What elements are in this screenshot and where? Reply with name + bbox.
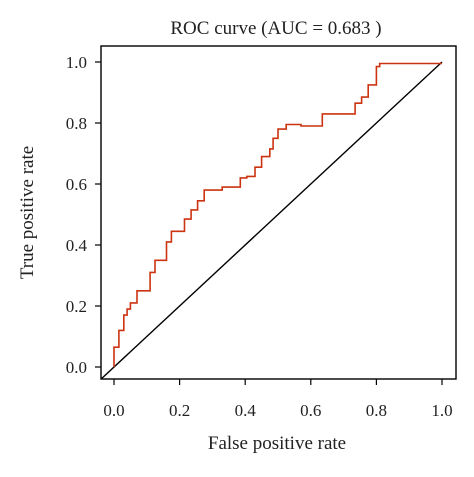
y-tick-label: 0.2 bbox=[66, 297, 87, 316]
chance-diagonal bbox=[100, 61, 443, 380]
x-tick-label: 0.4 bbox=[235, 401, 257, 420]
y-tick-label: 0.8 bbox=[66, 114, 87, 133]
y-tick-label: 0.4 bbox=[66, 236, 88, 255]
y-tick-label: 0.0 bbox=[66, 358, 87, 377]
x-tick-label: 1.0 bbox=[431, 401, 452, 420]
x-tick-label: 0.2 bbox=[169, 401, 190, 420]
y-axis-label: True positive rate bbox=[17, 146, 38, 279]
chart-title: ROC curve (AUC = 0.683 ) bbox=[170, 18, 381, 39]
roc-curve bbox=[113, 62, 442, 367]
x-axis-label: False positive rate bbox=[208, 433, 346, 454]
x-tick-label: 0.0 bbox=[103, 401, 124, 420]
x-tick-label: 0.6 bbox=[300, 401, 321, 420]
plot-box bbox=[100, 45, 457, 380]
axis-ticks: 0.0 0.2 0.4 0.6 0.8 1.0 0.0 0.2 0.4 0.6 0.8 1.0 bbox=[66, 53, 453, 420]
x-tick-label: 0.8 bbox=[366, 401, 387, 420]
plot-frame bbox=[100, 45, 457, 380]
y-tick-label: 1.0 bbox=[66, 53, 87, 72]
y-tick-label: 0.6 bbox=[66, 175, 87, 194]
